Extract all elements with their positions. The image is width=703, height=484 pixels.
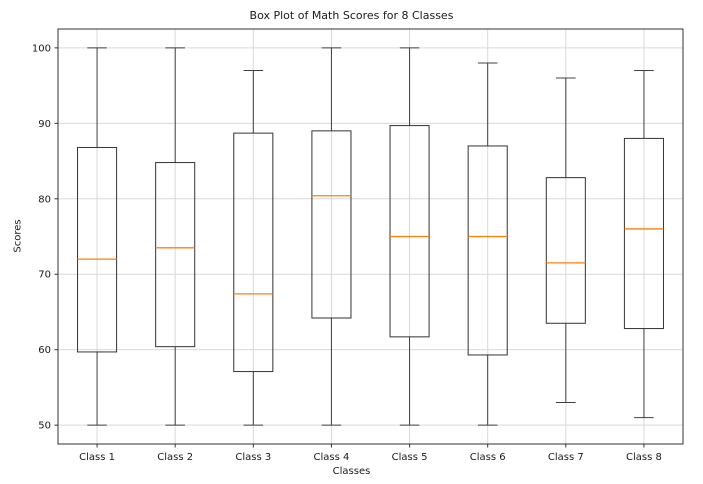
box-2 (155, 162, 196, 348)
x-axis-label: Classes (332, 466, 371, 477)
y-tick-label-100: 100 (32, 43, 51, 54)
box-8 (623, 137, 664, 330)
box-6 (467, 145, 508, 356)
box-5 (389, 125, 430, 338)
chart-title: Box Plot of Math Scores for 8 Classes (249, 9, 454, 22)
x-tick-label-4: Class 4 (314, 452, 350, 463)
box-7 (545, 177, 586, 324)
y-tick-label-60: 60 (38, 345, 51, 356)
x-tick-label-3: Class 3 (235, 452, 271, 463)
y-tick-label-90: 90 (38, 119, 51, 130)
y-tick-label-50: 50 (38, 421, 51, 432)
x-tick-label-1: Class 1 (79, 452, 115, 463)
box-1 (77, 146, 118, 353)
x-tick-label-6: Class 6 (470, 452, 506, 463)
y-tick-label-80: 80 (38, 194, 51, 205)
x-tick-label-8: Class 8 (626, 452, 662, 463)
y-tick-label-70: 70 (38, 270, 51, 281)
box-3 (233, 132, 274, 373)
box-4 (311, 130, 352, 319)
x-tick-label-5: Class 5 (392, 452, 428, 463)
y-axis-label: Scores (12, 219, 24, 253)
x-tick-label-7: Class 7 (548, 452, 584, 463)
plot-border (57, 28, 684, 445)
x-tick-label-2: Class 2 (157, 452, 193, 463)
